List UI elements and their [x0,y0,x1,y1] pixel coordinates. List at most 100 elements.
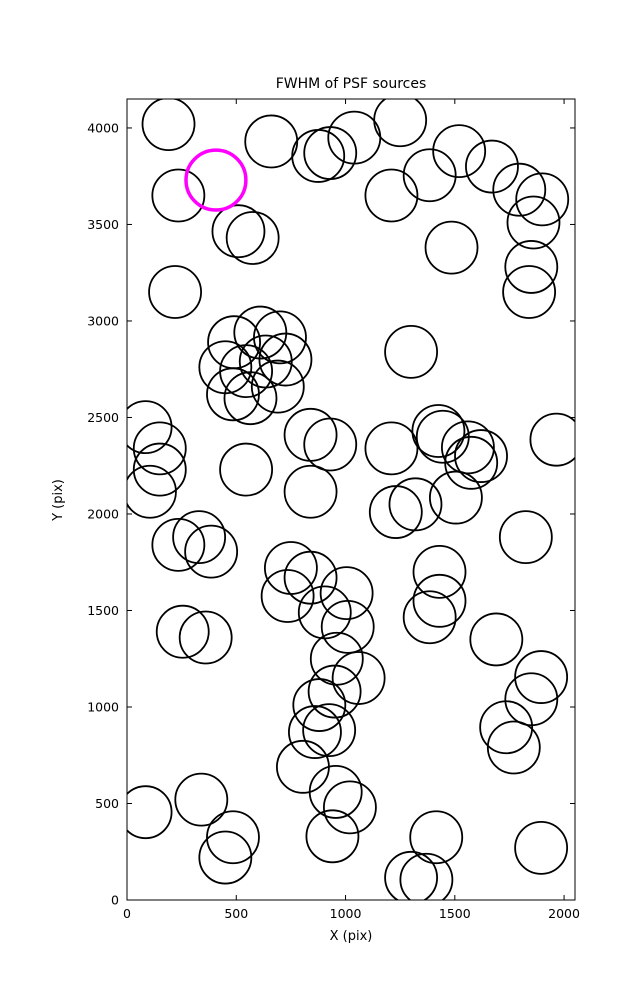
plot-frame [126,98,576,901]
psf-sources-circle [504,672,559,727]
psf-sources-circle [292,678,347,732]
psf-sources-circle [319,566,374,621]
psf-sources-circle [283,550,338,605]
y-tick-label: 4000 [87,120,119,135]
chart-title: FWHM of PSF sources [276,76,427,92]
psf-sources-circle [402,590,457,645]
psf-sources-circle [399,852,454,900]
psf-sources-circle [151,168,206,223]
psf-sources-circle [373,99,428,148]
psf-sources-circle [132,442,187,497]
psf-sources-circle [283,464,338,519]
psf-circles-layer [127,99,575,900]
psf-sources-circle [127,785,173,840]
x-tick-label: 0 [123,906,131,921]
psf-sources-circle [276,739,330,794]
psf-sources-circle [514,820,569,875]
y-tick-label: 1000 [87,699,119,714]
psf-sources-circle [307,664,362,719]
psf-sources-circle [504,240,559,294]
psf-sources-circle [155,604,210,659]
psf-sources-circle [506,195,561,250]
y-tick-label: 1500 [87,603,119,618]
psf-sources-circle [178,610,233,665]
psf-sources-circle [258,332,313,387]
psf-sources-circle [331,651,386,705]
x-tick-label: 2000 [548,906,580,921]
psf-sources-circle [297,585,352,640]
psf-sources-circle [308,765,363,819]
psf-sources-circle [206,810,260,865]
highlighted-source-circle [184,148,248,212]
psf-sources-circle [206,367,260,422]
psf-sources-circle [454,429,508,483]
psf-sources-circle [428,470,483,525]
psf-sources-circle [283,407,338,462]
psf-sources-circle [529,412,575,467]
psf-sources-circle [498,510,553,565]
psf-sources-circle [364,168,419,223]
psf-sources-circle [384,850,438,900]
psf-sources-circle [198,830,253,885]
psf-sources-circle [250,359,305,414]
psf-sources-circle [479,700,534,755]
psf-sources-circle [303,417,358,472]
psf-sources-circle [174,772,229,827]
psf-sources-circle [412,573,467,628]
y-tick-label: 2000 [87,506,119,521]
psf-sources-circle [444,435,499,490]
x-tick-label: 500 [224,906,248,921]
y-axis-label: Y (pix) [51,479,66,522]
psf-sources-circle [302,703,357,758]
psf-sources-circle [412,544,467,599]
psf-sources-circle [132,421,187,476]
psf-sources-circle [127,464,177,519]
y-tick-label: 500 [95,796,119,811]
x-tick-label: 1500 [439,906,471,921]
psf-sources-circle [184,524,239,579]
axis-tick-labels-layer: 0 500 1000 1500 2000 0 500 1000 1500 2000 2500 3000… [87,120,580,921]
y-tick-label: 0 [111,893,119,908]
psf-sources-circle [492,162,547,217]
psf-sources-circle [514,650,569,704]
psf-sources-circle [515,172,570,227]
psf-sources-circle [384,324,439,379]
psf-sources-circle [211,204,266,259]
psf-sources-circle [223,371,278,426]
psf-sources-circle [288,705,342,759]
psf-sources-circle [388,477,443,532]
psf-sources-circle [411,404,466,458]
psf-sources-circle [309,631,364,686]
psf-sources-circle [141,99,196,151]
psf-sources-circle [305,809,360,864]
y-tick-label: 3000 [87,313,119,328]
psf-sources-circle [303,126,358,180]
psf-sources-circle [260,569,315,623]
psf-sources-circle [486,720,541,775]
axis-ticks-layer [126,99,575,901]
psf-sources-circle [148,265,202,319]
x-axis-label: X (pix) [330,929,373,944]
y-tick-label: 3500 [87,217,119,232]
psf-sources-circle [244,114,299,169]
psf-sources-circle [432,124,487,179]
psf-sources-circle [409,810,464,865]
psf-sources-circle [402,148,457,203]
psf-sources-circle [320,599,375,654]
x-tick-label: 1000 [330,906,362,921]
psf-sources-circle [465,139,519,194]
psf-sources-circle [172,510,227,565]
psf-sources-circle [238,334,293,389]
psf-sources-circle [219,442,274,497]
psf-sources-circle [424,220,479,275]
psf-sources-circle [323,780,377,835]
psf-sources-circle [502,265,557,319]
psf-sources-circle [441,420,495,475]
y-tick-label: 2500 [87,410,119,425]
psf-sources-circle [469,612,524,667]
psf-sources-circle [151,517,206,572]
psf-sources-circle [263,541,318,595]
psf-sources-circle [364,421,419,476]
